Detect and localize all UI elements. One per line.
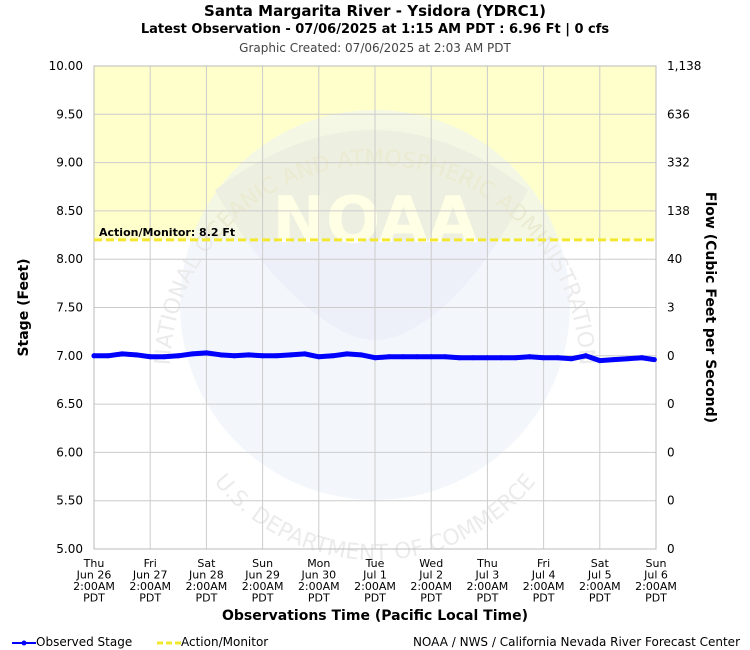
y-tick-label: 8.50 xyxy=(56,204,83,218)
observed-stage-point xyxy=(372,355,378,361)
right-axis-ticks: 0 0 0 0 0 3 40 138 332 636 1,138 xyxy=(667,59,701,556)
observed-stage-point xyxy=(217,352,223,358)
observed-stage-point xyxy=(274,353,280,359)
observed-stage-point xyxy=(288,352,294,358)
observed-stage-point xyxy=(527,354,533,360)
y2-tick-label: 332 xyxy=(667,156,690,170)
observed-stage-point xyxy=(541,355,547,361)
y2-tick-label: 636 xyxy=(667,107,690,121)
observed-stage-point xyxy=(344,351,350,357)
observed-stage-series xyxy=(91,350,657,364)
y-tick-label: 5.50 xyxy=(56,494,83,508)
observed-stage-point xyxy=(428,354,434,360)
left-axis-ticks: 5.00 5.50 6.00 6.50 7.00 7.50 8.00 8.50 9.00 9.50… xyxy=(49,59,83,556)
observed-stage-point xyxy=(203,350,209,356)
observed-stage-point xyxy=(316,354,322,360)
x-tick-label: Mon Jun 30 2:00AM PDT xyxy=(298,557,340,605)
x-axis-ticks: Thu Jun 26 2:00AM PDT Fri Jun 27 2:00AM PDT Sat J… xyxy=(73,557,677,605)
y-axis-label: Stage (Feet) xyxy=(16,258,32,356)
observed-stage-point xyxy=(611,357,617,363)
y-tick-label: 9.50 xyxy=(56,107,83,121)
observed-stage-point xyxy=(400,354,406,360)
observed-stage-point xyxy=(386,354,392,360)
x-tick-label: Thu Jun 26 2:00AM PDT xyxy=(73,557,115,605)
y2-tick-label: 138 xyxy=(667,204,690,218)
observed-stage-point xyxy=(498,355,504,361)
observed-stage-point xyxy=(470,355,476,361)
x-axis-label: Observations Time (Pacific Local Time) xyxy=(222,608,528,624)
y-tick-label: 6.50 xyxy=(56,397,83,411)
y2-tick-label: 0 xyxy=(667,542,675,556)
action-monitor-label: Action/Monitor: 8.2 Ft xyxy=(99,226,235,239)
observed-stage-point xyxy=(330,353,336,359)
x-tick-label: Sun Jun 29 2:00AM PDT xyxy=(242,557,284,605)
action-legend-swatch xyxy=(157,641,181,644)
observed-legend-swatch xyxy=(12,640,36,645)
observed-stage-point xyxy=(133,352,139,358)
x-tick-label: Sat Jul 5 2:00AM PDT xyxy=(579,557,621,605)
observed-stage-point xyxy=(456,355,462,361)
observed-stage-point xyxy=(232,353,237,359)
y2-tick-label: 3 xyxy=(667,301,675,315)
observed-stage-point xyxy=(583,353,589,359)
grid-lines xyxy=(93,65,657,550)
y2-axis-label: Flow (Cubic Feet per Second) xyxy=(702,192,718,423)
observed-stage-point xyxy=(119,351,125,357)
x-tick-label: Fri Jul 4 2:00AM PDT xyxy=(523,557,565,605)
x-tick-label: Tue Jul 1 2:00AM PDT xyxy=(354,557,396,605)
observed-stage-point xyxy=(442,354,448,360)
y2-tick-label: 0 xyxy=(667,445,675,459)
y-tick-label: 7.50 xyxy=(56,301,83,315)
observed-stage-point xyxy=(91,353,97,359)
observed-stage-point xyxy=(260,353,266,359)
observed-stage-point xyxy=(597,358,603,364)
legend-action: Action/Monitor xyxy=(157,635,268,649)
observed-stage-point xyxy=(639,355,645,361)
latest-observation: Latest Observation - 07/06/2025 at 1:15 … xyxy=(140,22,610,37)
observed-stage-point xyxy=(105,353,111,359)
legend-observed: Observed Stage xyxy=(12,635,132,649)
observed-stage-point xyxy=(569,356,575,362)
observed-stage-point xyxy=(358,352,364,358)
y2-tick-label: 1,138 xyxy=(667,59,701,73)
observed-stage-point xyxy=(147,354,153,360)
x-tick-label: Wed Jul 2 2:00AM PDT xyxy=(410,557,452,605)
x-tick-label: Fri Jun 27 2:00AM PDT xyxy=(129,557,171,605)
y2-tick-label: 0 xyxy=(667,349,675,363)
graphic-created: Graphic Created: 07/06/2025 at 2:03 AM P… xyxy=(239,41,511,55)
y2-tick-label: 0 xyxy=(667,494,675,508)
watermark-bird-shape xyxy=(215,130,528,340)
y-tick-label: 9.00 xyxy=(56,156,83,170)
x-tick-label: Thu Jul 3 2:00AM PDT xyxy=(467,557,509,605)
observed-stage-point xyxy=(625,356,631,362)
observed-stage-point xyxy=(175,353,181,359)
y-tick-label: 8.00 xyxy=(56,252,83,266)
observed-stage-point xyxy=(414,354,420,360)
observed-stage-point xyxy=(302,351,308,357)
x-tick-label: Sat Jun 28 2:00AM PDT xyxy=(186,557,228,605)
observed-stage-point xyxy=(189,351,195,357)
y-tick-label: 6.00 xyxy=(56,445,83,459)
observed-stage-point xyxy=(651,357,657,363)
y-tick-label: 7.00 xyxy=(56,349,83,363)
legend-action-label: Action/Monitor xyxy=(181,635,269,649)
observed-stage-point xyxy=(555,355,561,361)
observed-stage-point xyxy=(161,354,167,360)
y2-tick-label: 40 xyxy=(667,252,682,266)
y-tick-label: 5.00 xyxy=(56,542,83,556)
legend-observed-label: Observed Stage xyxy=(36,635,133,649)
chart-title: Santa Margarita River - Ysidora (YDRC1) xyxy=(204,2,546,20)
y-tick-label: 10.00 xyxy=(49,59,83,73)
plot-border xyxy=(93,65,657,550)
observed-stage-point xyxy=(484,355,490,361)
observed-stage-point xyxy=(513,355,518,361)
y2-tick-label: 0 xyxy=(667,397,675,411)
hydrograph-chart: NOAANATIONAL OCEANIC AND ATMOSPHERIC ADM… xyxy=(16,59,718,624)
observed-stage-point xyxy=(246,352,252,358)
footer-credit: NOAA / NWS / California Nevada River For… xyxy=(412,635,740,649)
x-tick-label: Sun Jul 6 2:00AM PDT xyxy=(635,557,677,605)
